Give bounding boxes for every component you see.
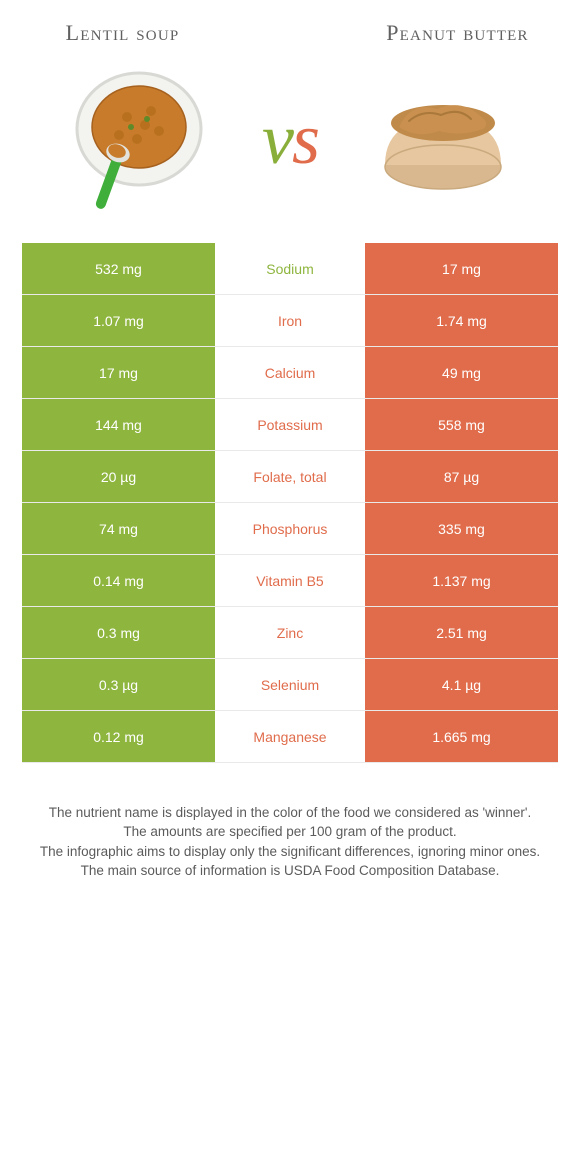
cell-nutrient-label: Folate, total [215,451,365,502]
cell-nutrient-label: Manganese [215,711,365,762]
footer-line: The infographic aims to display only the… [30,842,550,861]
footer-line: The nutrient name is displayed in the co… [30,803,550,822]
table-row: 1.07 mgIron1.74 mg [22,295,558,347]
comparison-infographic: Lentil soup Peanut butter [0,0,580,880]
table-row: 144 mgPotassium558 mg [22,399,558,451]
cell-left-value: 0.3 µg [22,659,215,710]
vs-s: s [292,99,318,179]
cell-right-value: 558 mg [365,399,558,450]
title-spacer [235,20,345,45]
cell-nutrient-label: Calcium [215,347,365,398]
title-right: Peanut butter [345,20,570,45]
cell-right-value: 1.137 mg [365,555,558,606]
table-row: 74 mgPhosphorus335 mg [22,503,558,555]
cell-left-value: 20 µg [22,451,215,502]
footer-line: The main source of information is USDA F… [30,861,550,880]
table-row: 17 mgCalcium49 mg [22,347,558,399]
cell-right-value: 17 mg [365,243,558,294]
cell-right-value: 1.665 mg [365,711,558,762]
cell-right-value: 87 µg [365,451,558,502]
table-row: 0.12 mgManganese1.665 mg [22,711,558,763]
cell-right-value: 2.51 mg [365,607,558,658]
table-row: 0.14 mgVitamin B51.137 mg [22,555,558,607]
cell-right-value: 1.74 mg [365,295,558,346]
cell-nutrient-label: Iron [215,295,365,346]
cell-nutrient-label: Sodium [215,243,365,294]
cell-left-value: 74 mg [22,503,215,554]
cell-right-value: 335 mg [365,503,558,554]
cell-left-value: 17 mg [22,347,215,398]
vs-v: v [262,99,292,179]
cell-left-value: 0.14 mg [22,555,215,606]
cell-left-value: 0.3 mg [22,607,215,658]
table-row: 20 µgFolate, total87 µg [22,451,558,503]
peanut-butter-icon [361,59,521,219]
peanut-butter-image [332,59,550,219]
hero-row: vs [0,51,580,237]
lentil-soup-image [30,59,248,219]
cell-nutrient-label: Potassium [215,399,365,450]
title-left: Lentil soup [10,20,235,45]
table-row: 0.3 mgZinc2.51 mg [22,607,558,659]
cell-left-value: 0.12 mg [22,711,215,762]
cell-right-value: 49 mg [365,347,558,398]
vs-label: vs [256,98,324,181]
footer-notes: The nutrient name is displayed in the co… [0,763,580,880]
nutrient-table: 532 mgSodium17 mg1.07 mgIron1.74 mg17 mg… [0,237,580,763]
cell-nutrient-label: Phosphorus [215,503,365,554]
lentil-soup-icon [59,59,219,219]
table-row: 532 mgSodium17 mg [22,243,558,295]
cell-nutrient-label: Zinc [215,607,365,658]
cell-right-value: 4.1 µg [365,659,558,710]
footer-line: The amounts are specified per 100 gram o… [30,822,550,841]
title-row: Lentil soup Peanut butter [0,0,580,51]
cell-left-value: 532 mg [22,243,215,294]
table-row: 0.3 µgSelenium4.1 µg [22,659,558,711]
cell-left-value: 1.07 mg [22,295,215,346]
cell-nutrient-label: Selenium [215,659,365,710]
cell-nutrient-label: Vitamin B5 [215,555,365,606]
cell-left-value: 144 mg [22,399,215,450]
